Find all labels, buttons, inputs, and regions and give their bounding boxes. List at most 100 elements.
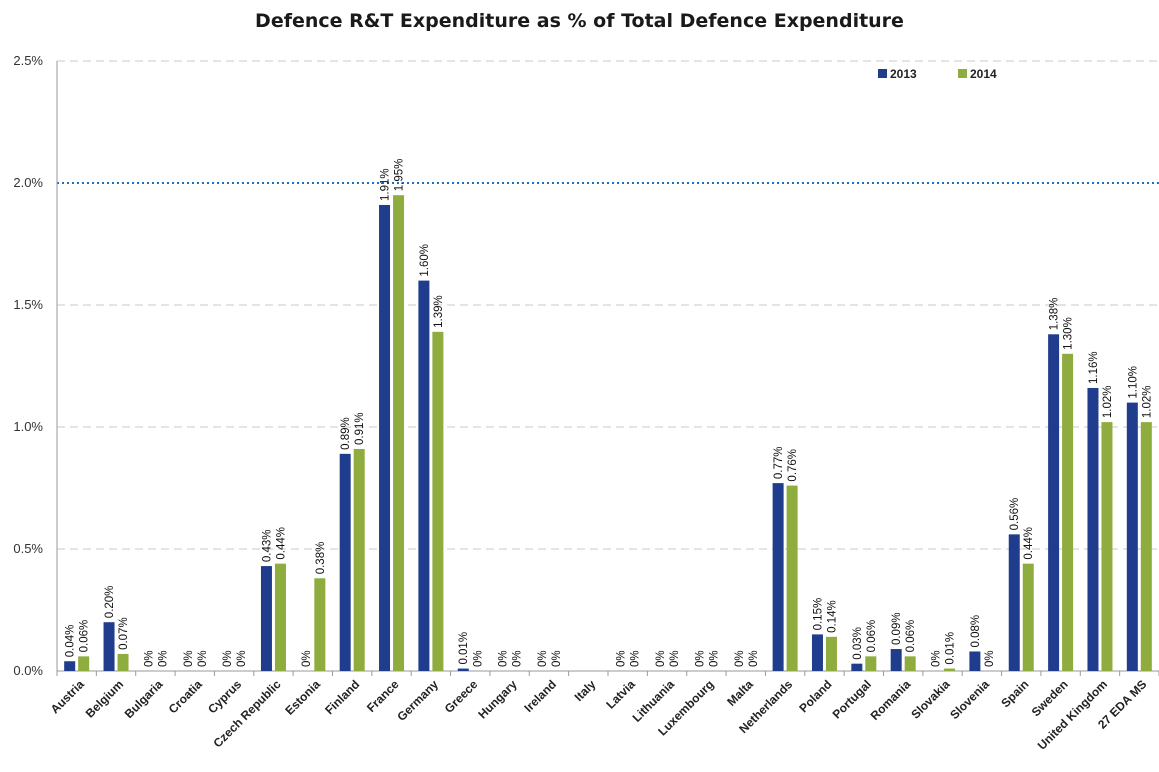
bar-2013 — [1048, 334, 1060, 671]
x-tick-label: Latvia — [603, 677, 638, 712]
data-label: 1.60% — [419, 244, 431, 277]
x-tick-label: Slovenia — [947, 677, 992, 722]
data-label: 0.43% — [261, 529, 273, 562]
x-tick-label: United Kingdom — [1035, 677, 1110, 752]
data-label: 0% — [708, 650, 720, 667]
bar-2014 — [904, 656, 916, 671]
data-label: 1.39% — [433, 295, 445, 328]
data-label: 1.95% — [394, 159, 406, 192]
bar-2014 — [786, 485, 798, 671]
data-label: 0.77% — [773, 447, 785, 480]
data-label: 0.03% — [852, 627, 864, 660]
x-tick-label: Croatia — [166, 677, 205, 716]
legend-label: 2013 — [890, 67, 917, 81]
bar-2013 — [379, 204, 391, 671]
bar-2014 — [944, 668, 956, 671]
data-label: 0.09% — [891, 612, 903, 645]
bar-2014 — [314, 578, 326, 671]
data-label: 0% — [931, 650, 943, 667]
data-label: 0.06% — [79, 620, 91, 653]
x-tick-label: Bulgaria — [122, 677, 166, 721]
axis-layer: 0.0% 0.5% 1.0% 1.5% 2.0% 2.5% AustriaBelgiumBu… — [13, 53, 1159, 753]
bar-2014 — [393, 195, 405, 671]
bar-2013 — [890, 649, 902, 671]
bar-2013 — [339, 453, 351, 671]
data-label: 0% — [183, 650, 195, 667]
data-label: 0.20% — [104, 586, 116, 619]
bar-2013 — [1008, 534, 1020, 671]
data-label: 0% — [537, 650, 549, 667]
data-label: 0.56% — [1009, 498, 1021, 531]
data-label: 0% — [734, 650, 746, 667]
bar-2014 — [432, 331, 444, 671]
data-label: 0.44% — [275, 527, 287, 560]
data-label: 0.76% — [787, 449, 799, 482]
data-label: 0% — [498, 650, 510, 667]
bar-2014 — [78, 656, 90, 671]
x-tick-label: Ireland — [521, 677, 559, 715]
bar-2013 — [811, 634, 823, 671]
legend-swatch — [878, 69, 887, 78]
data-label: 0.89% — [340, 417, 352, 450]
data-label: 0.44% — [1023, 527, 1035, 560]
data-label: 1.02% — [1102, 386, 1114, 419]
data-label: 0.08% — [970, 615, 982, 648]
y-tick-label: 1.5% — [13, 297, 43, 312]
bar-2013 — [418, 280, 430, 671]
data-label: 0% — [512, 650, 524, 667]
grid-layer — [57, 60, 1159, 550]
bar-2014 — [353, 448, 365, 671]
bar-2013 — [1126, 402, 1138, 671]
x-tick-label: Slovakia — [908, 677, 953, 722]
data-label: 0% — [694, 650, 706, 667]
data-label: 0% — [301, 650, 313, 667]
data-label: 0.01% — [458, 632, 470, 665]
data-label: 1.10% — [1127, 366, 1139, 399]
y-tick-label: 0.0% — [13, 663, 43, 678]
bar-2014 — [865, 656, 877, 671]
x-tick-label: Greece — [442, 677, 481, 716]
data-label: 0% — [236, 650, 248, 667]
data-label: 0.38% — [315, 542, 327, 575]
label-layer: 0.04% 0.06%0.20%0.07%0% 0% 0% 0% 0% 0%0.43% 0.4… — [65, 159, 1154, 667]
data-label: 0.91% — [354, 412, 366, 445]
data-label: 0.04% — [65, 625, 77, 658]
bar-layer — [64, 195, 1152, 671]
data-label: 0% — [143, 650, 155, 667]
legend-label: 2014 — [970, 67, 997, 81]
data-label: 1.38% — [1049, 298, 1061, 331]
x-tick-label: Finland — [322, 677, 362, 717]
data-label: 1.16% — [1088, 351, 1100, 384]
bar-2013 — [969, 651, 981, 671]
data-label: 0.01% — [945, 632, 957, 665]
bar-2014 — [117, 653, 129, 671]
bar-2013 — [103, 622, 115, 671]
x-tick-label: Estonia — [282, 677, 323, 718]
x-tick-label: Italy — [572, 677, 599, 704]
legend: 2013 2014 — [878, 67, 997, 81]
x-tick-label: Spain — [998, 677, 1031, 710]
data-label: 1.02% — [1141, 386, 1153, 419]
x-tick-label: Malta — [724, 677, 756, 709]
bar-2013 — [260, 566, 272, 671]
bar-2013 — [1087, 387, 1099, 671]
data-label: 0% — [748, 650, 760, 667]
x-tick-label: Cyprus — [205, 677, 244, 716]
y-tick-label: 2.0% — [13, 175, 43, 190]
y-tick-label: 0.5% — [13, 541, 43, 556]
x-tick-label: Austria — [48, 677, 87, 716]
x-tick-label: Germany — [394, 677, 441, 724]
x-tick-label: Belgium — [83, 677, 126, 720]
data-label: 0.14% — [826, 600, 838, 633]
data-label: 0% — [655, 650, 667, 667]
x-tick-label: Poland — [796, 677, 834, 715]
data-label: 0% — [222, 650, 234, 667]
data-label: 0% — [551, 650, 563, 667]
bar-2014 — [1101, 422, 1113, 671]
data-label: 0.15% — [812, 598, 824, 631]
data-label: 0.06% — [905, 620, 917, 653]
data-label: 0% — [616, 650, 628, 667]
data-label: 0% — [669, 650, 681, 667]
x-tick-label: Portugal — [830, 677, 874, 721]
